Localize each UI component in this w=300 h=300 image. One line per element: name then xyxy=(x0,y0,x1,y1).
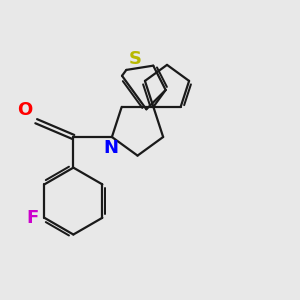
Text: F: F xyxy=(27,209,39,227)
Text: O: O xyxy=(17,101,32,119)
Text: N: N xyxy=(103,139,118,157)
Text: S: S xyxy=(129,50,142,68)
